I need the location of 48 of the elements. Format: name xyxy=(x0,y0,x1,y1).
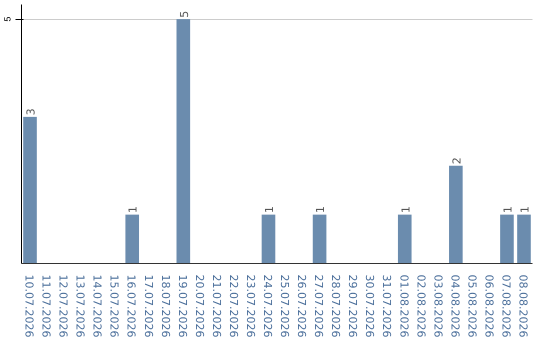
data-label: 1 xyxy=(262,206,276,214)
bar xyxy=(398,214,412,264)
x-tick-label: 12.07.2026 xyxy=(56,274,70,338)
x-tick-label: 10.07.2026 xyxy=(22,274,36,338)
x-tick-label: 03.08.2026 xyxy=(431,274,444,338)
x-tick-label: 07.08.2026 xyxy=(499,274,512,338)
x-tick-label: 18.07.2026 xyxy=(158,274,172,338)
x-tick-label: 21.07.2026 xyxy=(210,274,223,338)
x-tick-label: 16.07.2026 xyxy=(124,274,138,338)
x-tick-label: 08.08.2026 xyxy=(516,274,530,338)
data-label: 1 xyxy=(518,206,532,214)
x-tick-label: 29.07.2026 xyxy=(346,274,360,338)
bar xyxy=(262,214,276,264)
data-label: 1 xyxy=(126,206,140,214)
data-label: 3 xyxy=(24,108,38,116)
x-tick-label: 06.08.2026 xyxy=(482,274,496,338)
data-label: 2 xyxy=(450,157,464,164)
x-tick-label: 30.07.2026 xyxy=(363,274,376,338)
data-label: 1 xyxy=(501,206,514,214)
x-tick-label: 04.08.2026 xyxy=(448,274,462,338)
x-tick-label: 17.07.2026 xyxy=(142,274,155,338)
data-label: 1 xyxy=(314,206,328,214)
x-tick-label: 22.07.2026 xyxy=(226,274,240,338)
x-tick-label: 13.07.2026 xyxy=(74,274,87,338)
x-tick-label: 20.07.2026 xyxy=(192,274,206,338)
x-tick-label: 24.07.2026 xyxy=(260,274,274,338)
x-tick-label: 15.07.2026 xyxy=(108,274,121,338)
x-tick-label: 01.08.2026 xyxy=(397,274,410,338)
bar xyxy=(176,19,190,264)
data-label: 1 xyxy=(399,206,412,214)
x-tick-label: 02.08.2026 xyxy=(414,274,428,338)
bar xyxy=(312,214,326,264)
x-tick-label: 19.07.2026 xyxy=(176,274,189,338)
x-tick-label: 28.07.2026 xyxy=(329,274,342,338)
bar xyxy=(23,116,37,264)
bar xyxy=(449,166,463,264)
x-tick-label: 25.07.2026 xyxy=(278,274,292,338)
data-label: 5 xyxy=(178,10,191,18)
x-tick-label: 26.07.2026 xyxy=(295,274,308,338)
bar xyxy=(517,214,531,264)
x-tick-label: 11.07.2026 xyxy=(40,274,53,338)
x-tick-label: 23.07.2026 xyxy=(244,274,257,338)
x-tick-label: 31.07.2026 xyxy=(380,274,394,338)
bar xyxy=(125,214,140,264)
x-tick-label: 05.08.2026 xyxy=(465,274,478,338)
bar xyxy=(500,214,514,264)
x-tick-label: 14.07.2026 xyxy=(90,274,104,338)
x-tick-label: 27.07.2026 xyxy=(312,274,326,338)
